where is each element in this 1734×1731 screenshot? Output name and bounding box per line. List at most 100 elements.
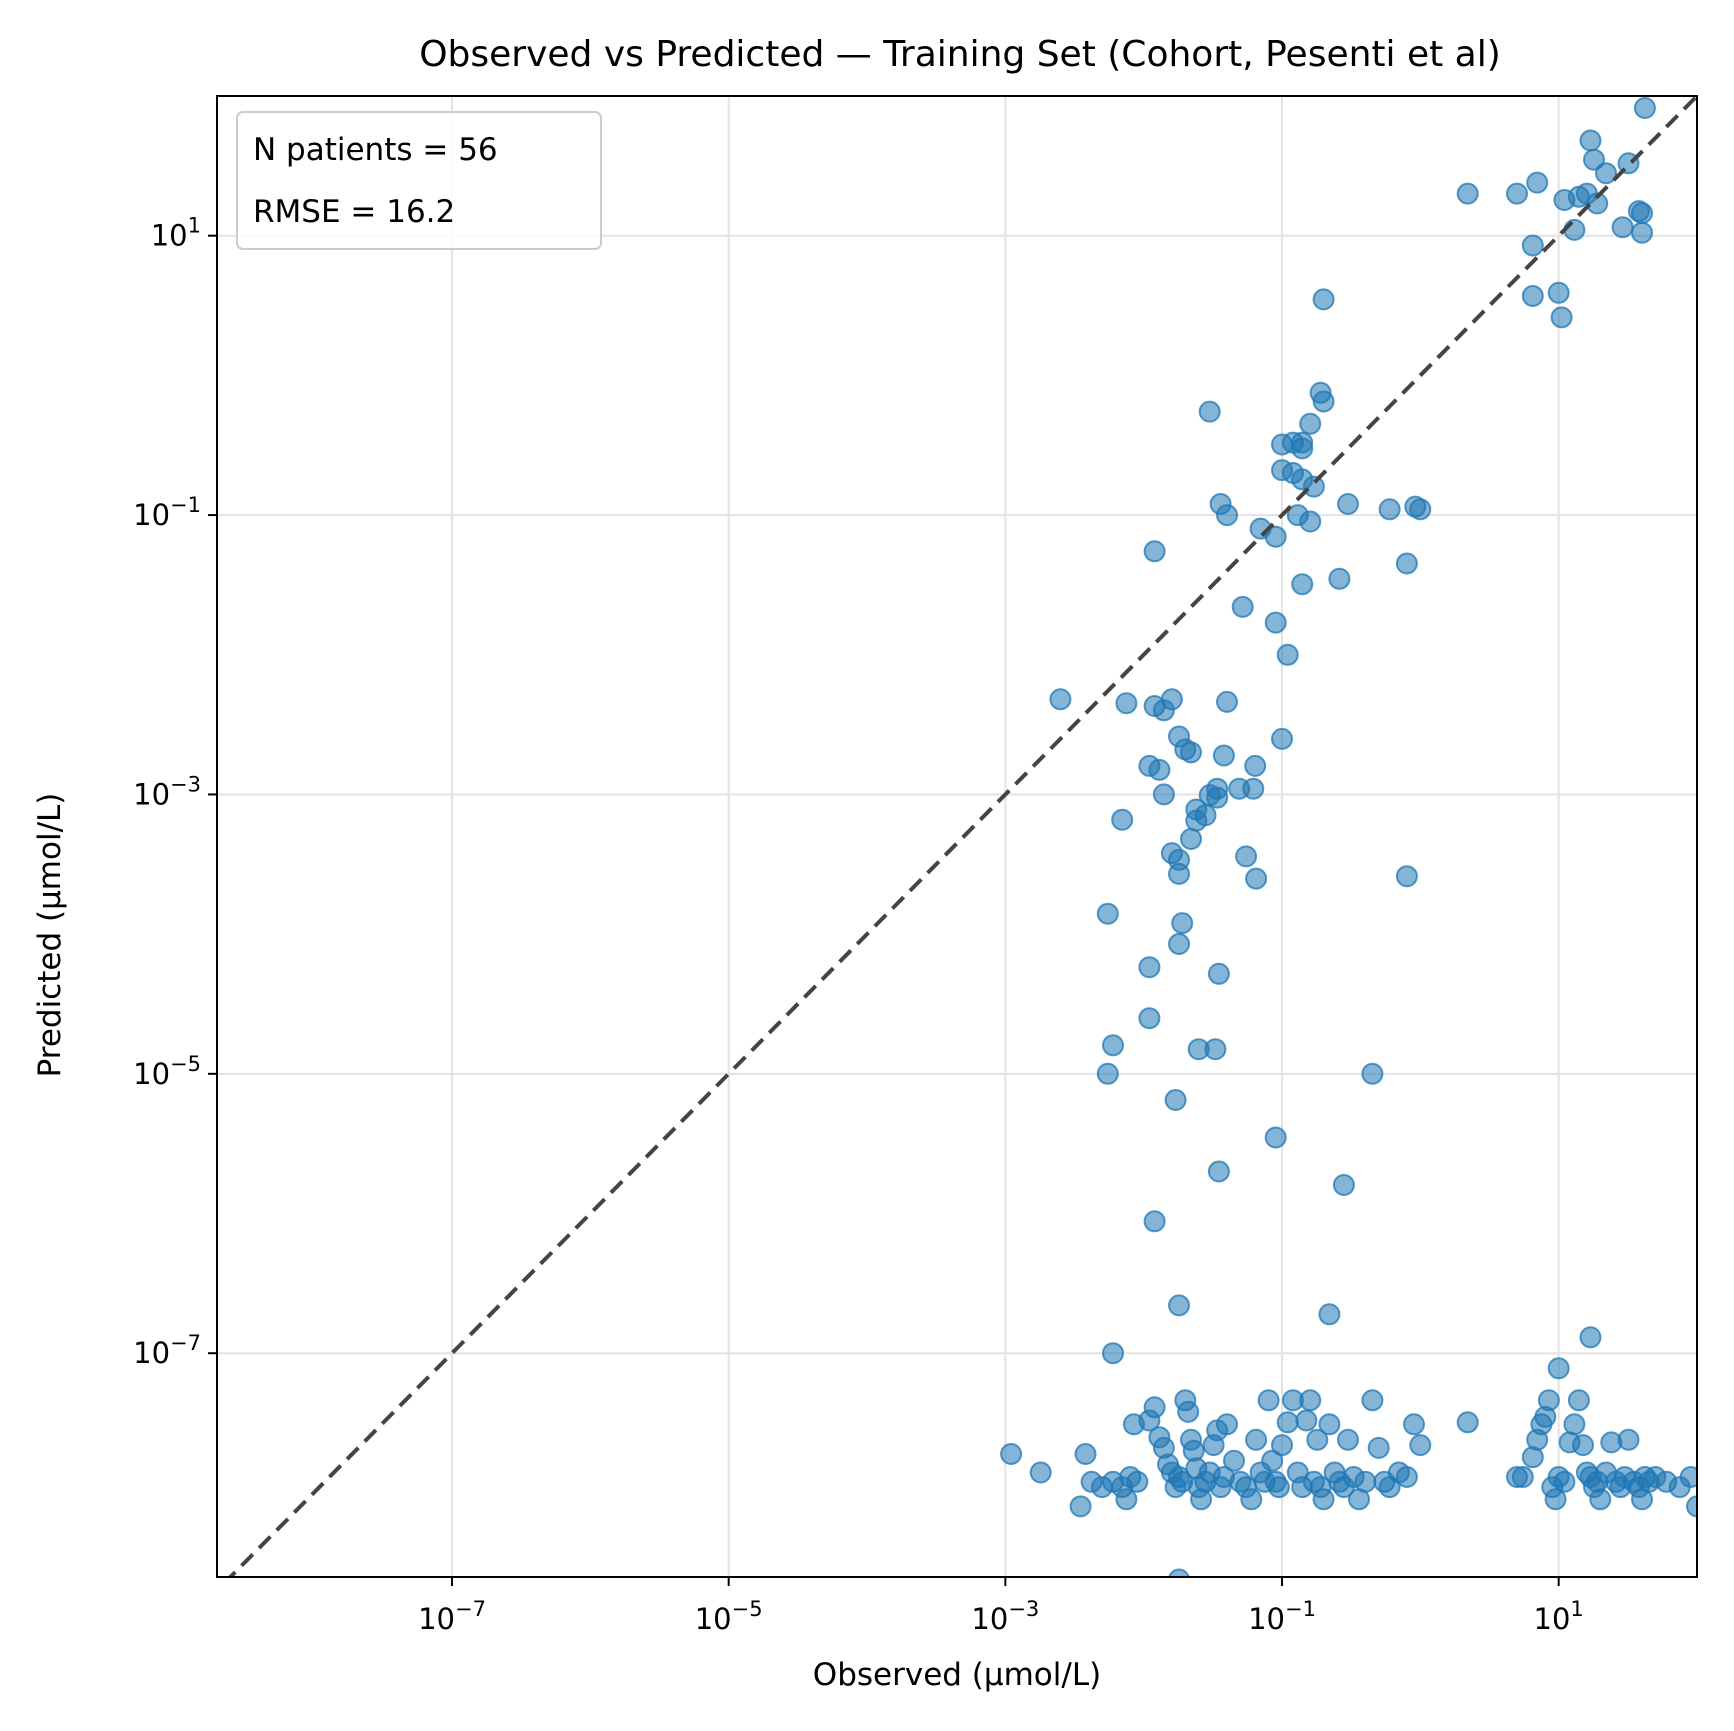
data-point <box>1337 493 1359 515</box>
data-point <box>1395 552 1418 575</box>
data-point <box>1207 1160 1230 1183</box>
data-point <box>1409 498 1432 521</box>
data-point <box>1395 865 1418 888</box>
data-point <box>1271 1434 1293 1457</box>
y-axis-label: Predicted (µmol/L) <box>32 793 68 1078</box>
data-point <box>1138 956 1161 979</box>
data-point <box>1361 1062 1384 1085</box>
data-point <box>1299 412 1322 435</box>
data-point <box>1148 758 1171 781</box>
data-point <box>1074 1443 1097 1465</box>
data-point <box>1521 285 1544 307</box>
data-point <box>1180 741 1202 764</box>
data-point <box>1553 189 1576 211</box>
axes-frame <box>216 95 1698 1578</box>
data-point <box>1631 221 1653 244</box>
data-point <box>1318 1303 1341 1326</box>
data-point <box>1244 754 1267 777</box>
data-point <box>1306 1428 1329 1451</box>
data-point <box>1337 1428 1359 1451</box>
data-point <box>1168 1294 1190 1317</box>
data-point <box>1686 1495 1697 1518</box>
data-point <box>1318 1413 1341 1436</box>
data-point <box>1102 1034 1124 1057</box>
data-point <box>1216 504 1238 527</box>
data-point <box>1242 777 1265 800</box>
data-point <box>1198 400 1221 423</box>
data-point <box>1216 690 1238 713</box>
data-point <box>1235 845 1258 868</box>
data-point <box>1143 540 1166 563</box>
data-point <box>1395 1466 1418 1488</box>
data-point <box>1526 171 1549 194</box>
data-point <box>1537 1389 1560 1412</box>
data-point <box>1216 1413 1238 1436</box>
data-point <box>1185 809 1208 832</box>
data-point <box>1291 437 1314 460</box>
data-point <box>1212 744 1235 767</box>
data-point <box>1152 699 1175 722</box>
x-axis-label: Observed (µmol/L) <box>813 1657 1101 1693</box>
data-point <box>1231 595 1254 618</box>
data-point <box>1586 192 1609 215</box>
data-point <box>1276 1411 1299 1434</box>
data-point <box>1367 1436 1390 1459</box>
data-point <box>1679 1466 1697 1488</box>
data-point <box>1168 1568 1190 1577</box>
data-point <box>1102 1342 1124 1365</box>
data-point <box>1354 1470 1377 1493</box>
data-point <box>1271 727 1293 750</box>
data-point <box>1177 1400 1200 1423</box>
data-point <box>1572 1434 1594 1457</box>
data-point <box>1611 216 1634 239</box>
data-point <box>1143 1396 1166 1419</box>
data-point <box>1295 1409 1318 1432</box>
data-point <box>1456 182 1479 205</box>
data-point <box>1302 475 1325 498</box>
data-point <box>1553 1470 1576 1493</box>
legend-n-patients: N patients = 56 <box>253 132 498 168</box>
data-point <box>1409 1434 1432 1457</box>
data-point <box>1579 129 1602 152</box>
data-point <box>1631 202 1653 225</box>
data-point <box>1223 1449 1245 1472</box>
data-point <box>1583 148 1605 171</box>
data-point <box>1521 234 1544 257</box>
data-point <box>1168 862 1190 885</box>
data-point <box>1204 1038 1227 1061</box>
data-point <box>1069 1495 1092 1518</box>
data-point <box>1332 1174 1355 1196</box>
data-point <box>1245 867 1268 890</box>
data-point <box>1563 218 1586 241</box>
data-point <box>1264 1126 1287 1149</box>
data-point <box>1096 902 1119 925</box>
data-point <box>1164 1089 1187 1111</box>
data-point <box>1633 97 1656 119</box>
legend-box: N patients = 56 RMSE = 16.2 <box>236 111 602 250</box>
data-point <box>1567 1389 1590 1412</box>
data-point <box>1206 786 1229 809</box>
data-point <box>1257 1389 1280 1412</box>
data-point <box>1563 1413 1586 1436</box>
data-point <box>1506 182 1528 205</box>
data-point <box>1096 1062 1119 1085</box>
data-point <box>1245 1428 1268 1451</box>
data-point <box>1168 933 1190 955</box>
reference-line <box>227 96 1697 1577</box>
data-point <box>1547 1357 1570 1380</box>
data-point <box>1111 808 1134 831</box>
data-point <box>1261 1449 1284 1472</box>
data-point <box>1291 573 1314 596</box>
data-point <box>1126 1470 1149 1493</box>
data-point <box>1544 1488 1567 1511</box>
data-point <box>1589 1488 1612 1511</box>
x-tick-label: 10−5 <box>695 1597 763 1636</box>
data-point <box>1579 1326 1602 1349</box>
data-point <box>1547 281 1570 304</box>
data-point <box>1328 567 1351 590</box>
data-point <box>1267 1476 1290 1499</box>
chart-title: Observed vs Predicted — Training Set (Co… <box>419 34 1501 75</box>
data-point <box>1378 498 1401 521</box>
